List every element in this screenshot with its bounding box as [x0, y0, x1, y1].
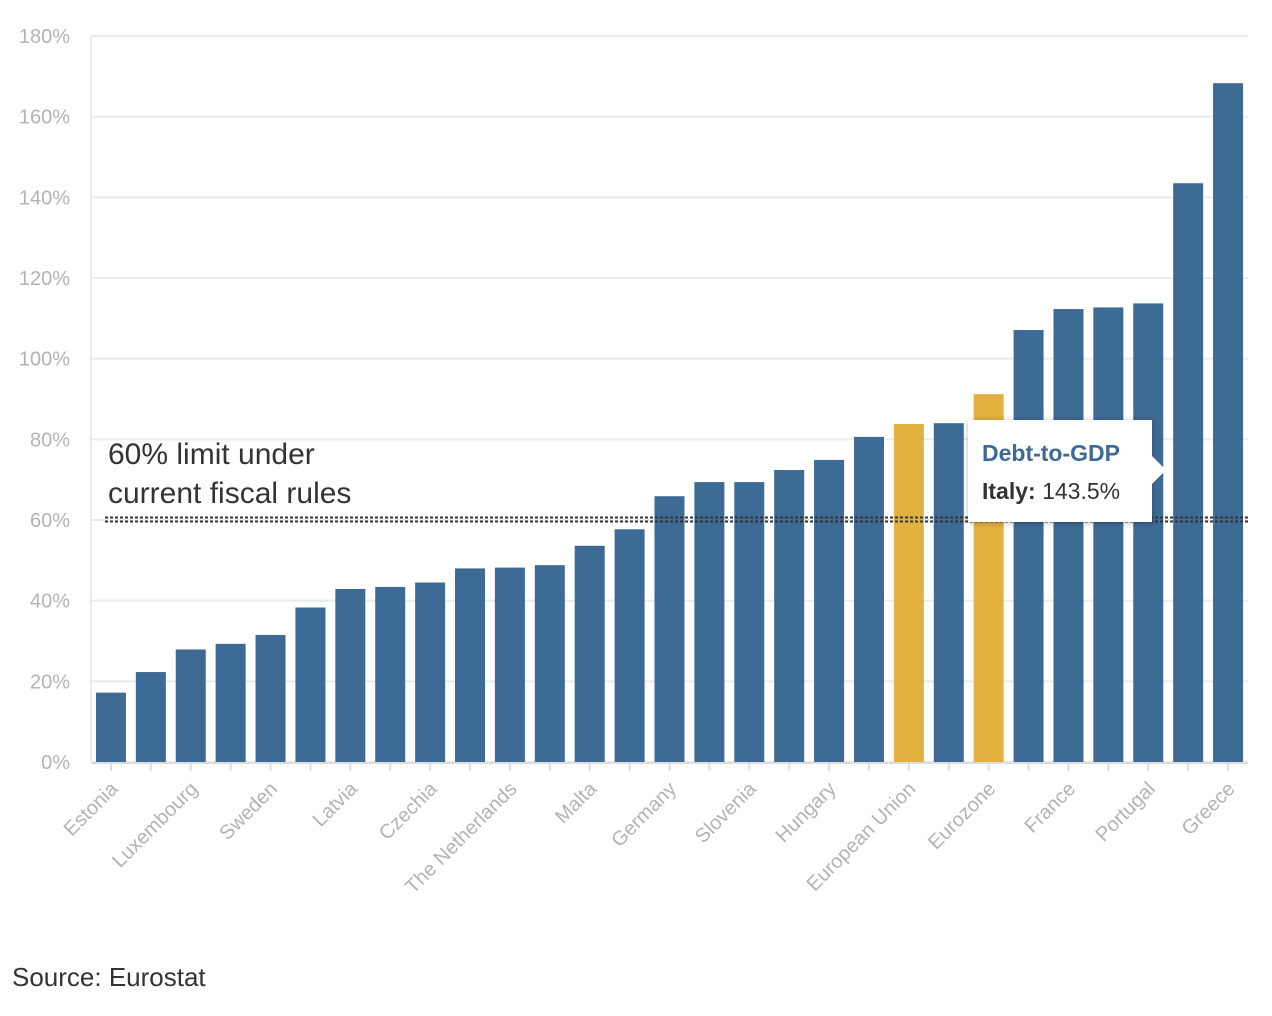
bar[interactable]	[1013, 330, 1044, 762]
tooltip-title: Debt-to-GDP	[982, 440, 1120, 466]
reference-label-line-2: current fiscal rules	[108, 477, 351, 510]
y-tick-label: 140%	[19, 187, 70, 209]
bar[interactable]	[893, 424, 924, 762]
x-tick-label: Sweden	[215, 778, 282, 845]
bar[interactable]	[654, 496, 685, 762]
bar[interactable]	[375, 586, 406, 762]
x-tick-label: Greece	[1178, 778, 1240, 840]
bar[interactable]	[95, 692, 126, 762]
bar[interactable]	[175, 649, 206, 762]
y-tick-label: 80%	[30, 429, 70, 451]
bar[interactable]	[1173, 183, 1204, 762]
y-tick-label: 160%	[19, 107, 70, 129]
x-tick-label: Latvia	[309, 777, 363, 831]
bar[interactable]	[774, 469, 805, 762]
bar[interactable]	[494, 567, 525, 762]
x-tick-label: Eurozone	[924, 778, 1000, 854]
bar[interactable]	[415, 582, 446, 762]
bar[interactable]	[1213, 83, 1244, 762]
bar[interactable]	[1053, 309, 1084, 762]
y-tick-label: 180%	[19, 26, 70, 48]
bar[interactable]	[734, 482, 765, 762]
reference-label-line-1: 60% limit under	[108, 438, 315, 471]
x-tick-label: France	[1020, 778, 1080, 838]
bar[interactable]	[534, 565, 565, 762]
bar[interactable]	[215, 643, 246, 762]
x-tick-label: Slovenia	[691, 777, 761, 847]
x-tick-label: Estonia	[60, 777, 123, 840]
y-tick-label: 0%	[41, 752, 70, 774]
y-tick-label: 20%	[30, 671, 70, 693]
bar[interactable]	[574, 545, 605, 762]
bar[interactable]	[933, 423, 964, 762]
bar[interactable]	[853, 436, 884, 762]
bar[interactable]	[135, 672, 166, 762]
y-tick-label: 40%	[30, 591, 70, 613]
bar[interactable]	[335, 588, 366, 762]
y-tick-label: 60%	[30, 510, 70, 532]
bar[interactable]	[255, 634, 286, 762]
source-note: Source: Eurostat	[12, 962, 206, 992]
tooltip-value: 143.5%	[1042, 478, 1121, 504]
bar[interactable]	[614, 529, 645, 762]
bar[interactable]	[1133, 303, 1164, 762]
bar[interactable]	[455, 568, 486, 762]
bar[interactable]	[295, 607, 326, 762]
bar[interactable]	[1093, 307, 1124, 762]
x-tick-label: Hungary	[772, 778, 841, 847]
x-tick-label: Portugal	[1092, 778, 1160, 846]
x-tick-label: Luxembourg	[108, 778, 202, 872]
x-tick-label: Malta	[551, 777, 602, 828]
tooltip-row: Italy: 143.5%	[982, 478, 1120, 505]
bar[interactable]	[694, 482, 725, 762]
tooltip: Debt-to-GDP Italy: 143.5%	[968, 420, 1166, 522]
x-tick-label: Czechia	[375, 777, 442, 844]
tooltip-label: Italy:	[982, 478, 1036, 504]
y-tick-label: 100%	[19, 349, 70, 371]
tooltip-arrow	[1150, 454, 1166, 486]
y-tick-label: 120%	[19, 268, 70, 290]
x-tick-label: Germany	[607, 778, 681, 852]
y-axis-ticks: 0% 20% 40% 60% 80% 100% 120% 140% 160% 180%	[19, 26, 70, 774]
bar[interactable]	[814, 459, 845, 762]
